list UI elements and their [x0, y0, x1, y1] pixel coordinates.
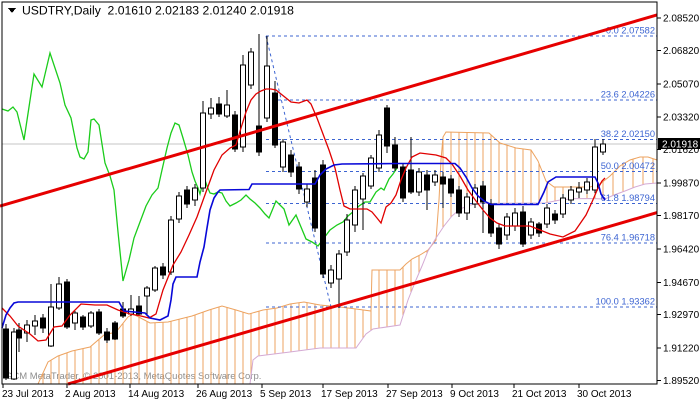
svg-text:USDTRY,Daily 2.01610 2.02183: USDTRY,Daily 2.01610 2.02183 2.01240 2.0… [22, 4, 294, 18]
svg-text:14 Aug 2013: 14 Aug 2013 [128, 389, 185, 400]
svg-text:100.0 1.93362: 100.0 1.93362 [596, 297, 655, 307]
svg-text:1.92970: 1.92970 [663, 310, 700, 321]
svg-text:1.91220: 1.91220 [663, 344, 700, 355]
svg-text:2 Aug 2013: 2 Aug 2013 [65, 389, 116, 400]
svg-text:21 Oct 2013: 21 Oct 2013 [512, 389, 567, 400]
svg-text:38.2 2.02150: 38.2 2.02150 [601, 129, 655, 139]
svg-text:2.01918: 2.01918 [662, 140, 699, 151]
svg-text:27 Sep 2013: 27 Sep 2013 [386, 389, 443, 400]
svg-text:GCM MetaTrader, © 2001-2013, M: GCM MetaTrader, © 2001-2013, MetaQuotes … [5, 371, 261, 382]
svg-text:61.8 1.98794: 61.8 1.98794 [601, 193, 655, 203]
svg-text:1.99870: 1.99870 [663, 179, 700, 190]
svg-text:2.06820: 2.06820 [663, 46, 700, 57]
svg-text:26 Aug 2013: 26 Aug 2013 [196, 389, 253, 400]
svg-text:17 Sep 2013: 17 Sep 2013 [321, 389, 378, 400]
svg-text:1.94670: 1.94670 [663, 278, 700, 289]
svg-text:76.4 1.96718: 76.4 1.96718 [601, 233, 655, 243]
svg-text:0.0 2.07582: 0.0 2.07582 [606, 26, 655, 36]
svg-text:2.01620: 2.01620 [663, 145, 700, 156]
svg-text:50.0 2.00472: 50.0 2.00472 [601, 161, 655, 171]
svg-text:23.6 2.04226: 23.6 2.04226 [601, 90, 655, 100]
svg-text:1.96420: 1.96420 [663, 244, 700, 255]
svg-text:2.03320: 2.03320 [663, 113, 700, 124]
svg-text:23 Jul 2013: 23 Jul 2013 [2, 389, 54, 400]
svg-text:5 Sep 2013: 5 Sep 2013 [260, 389, 312, 400]
svg-text:30 Oct 2013: 30 Oct 2013 [577, 389, 632, 400]
svg-text:1.98170: 1.98170 [663, 211, 700, 222]
svg-text:1.89520: 1.89520 [663, 376, 700, 387]
svg-text:2.05070: 2.05070 [663, 79, 700, 90]
svg-text:2.08520: 2.08520 [663, 14, 700, 25]
svg-text:9 Oct 2013: 9 Oct 2013 [450, 389, 499, 400]
